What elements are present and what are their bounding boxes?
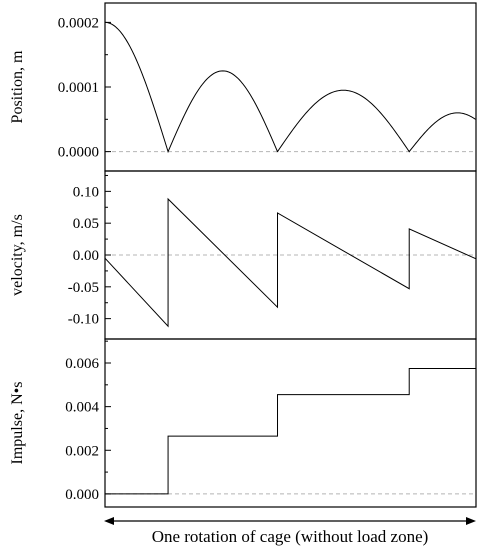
y-tick-label: 0.0002 [58, 15, 99, 31]
panel-2: 0.10 0.05 0.00 -0.05 -0.10 velocity, m/s [9, 170, 477, 340]
chart-panels: 0.0002 0.0001 0.0000 Position, m 0.10 0.05 0.0… [9, 2, 477, 508]
x-axis-caption: One rotation of cage (without load zone) [152, 527, 429, 546]
y-tick-label: -0.05 [68, 280, 99, 296]
panel-3: 0.006 0.004 0.002 0.000 Impulse, N•s [9, 338, 477, 508]
series-line [104, 21, 477, 154]
x-axis-arrow [104, 517, 476, 525]
y-tick-label: 0.004 [65, 400, 99, 416]
y-tick-label: 0.000 [65, 487, 99, 503]
panel-1: 0.0002 0.0001 0.0000 Position, m [9, 2, 477, 172]
y-axis-label: Position, m [9, 50, 26, 123]
plot-frame [104, 338, 477, 508]
series-line [104, 197, 477, 328]
y-tick-label: 0.006 [65, 356, 99, 372]
x-arrow-right-head [466, 517, 476, 525]
x-arrow-left-head [104, 517, 114, 525]
y-tick-label: -0.10 [68, 312, 99, 328]
y-tick-label: 0.05 [73, 216, 99, 232]
y-axis-label: velocity, m/s [9, 214, 26, 296]
y-tick-label: 0.0000 [58, 145, 99, 161]
series-line [105, 367, 476, 495]
y-tick-label: 0.10 [73, 184, 99, 200]
y-tick-label: 0.0001 [58, 80, 99, 96]
y-tick-label: 0.002 [65, 443, 99, 459]
plot-frame [104, 2, 477, 172]
y-tick-label: 0.00 [73, 248, 99, 264]
y-axis-label: Impulse, N•s [9, 382, 26, 465]
